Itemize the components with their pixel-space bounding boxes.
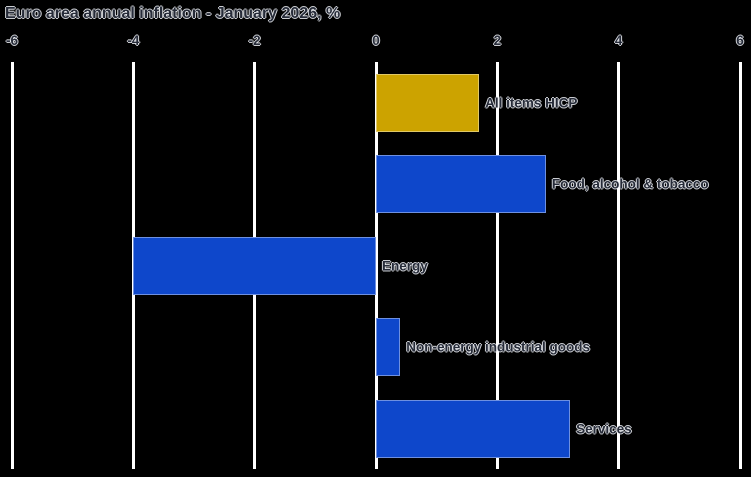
bar-label-food-alcohol-tobacco: Food, alcohol & tobacco (551, 176, 709, 192)
x-tick-label: -4 (127, 33, 140, 48)
gridline-0 (374, 62, 378, 469)
bar-non-energy-industrial-goods (376, 318, 401, 377)
bar-label-all-items-hicp: All items HICP (485, 95, 578, 111)
bar-label-services: Services (576, 421, 632, 437)
chart-title: Euro area annual inflation - January 202… (5, 5, 341, 22)
x-tick-label: 4 (614, 33, 623, 48)
gridline-6 (738, 62, 742, 469)
x-tick-label: 2 (493, 33, 502, 48)
gridline-4 (617, 62, 621, 469)
bar-label-energy: Energy (382, 258, 428, 274)
bar-food-alcohol-tobacco (376, 155, 546, 214)
bar-services (376, 399, 571, 458)
gridline--6 (10, 62, 14, 469)
bar-energy (133, 236, 376, 295)
x-tick-label: -6 (5, 33, 19, 48)
x-tick-label: 6 (736, 33, 744, 48)
x-tick-label: 0 (372, 33, 380, 48)
gridline-2 (495, 62, 499, 469)
x-tick-label: -2 (248, 33, 261, 48)
bar-all-items-hicp (376, 74, 480, 132)
bar-label-non-energy-industrial-goods: Non-energy industrial goods (406, 339, 591, 355)
